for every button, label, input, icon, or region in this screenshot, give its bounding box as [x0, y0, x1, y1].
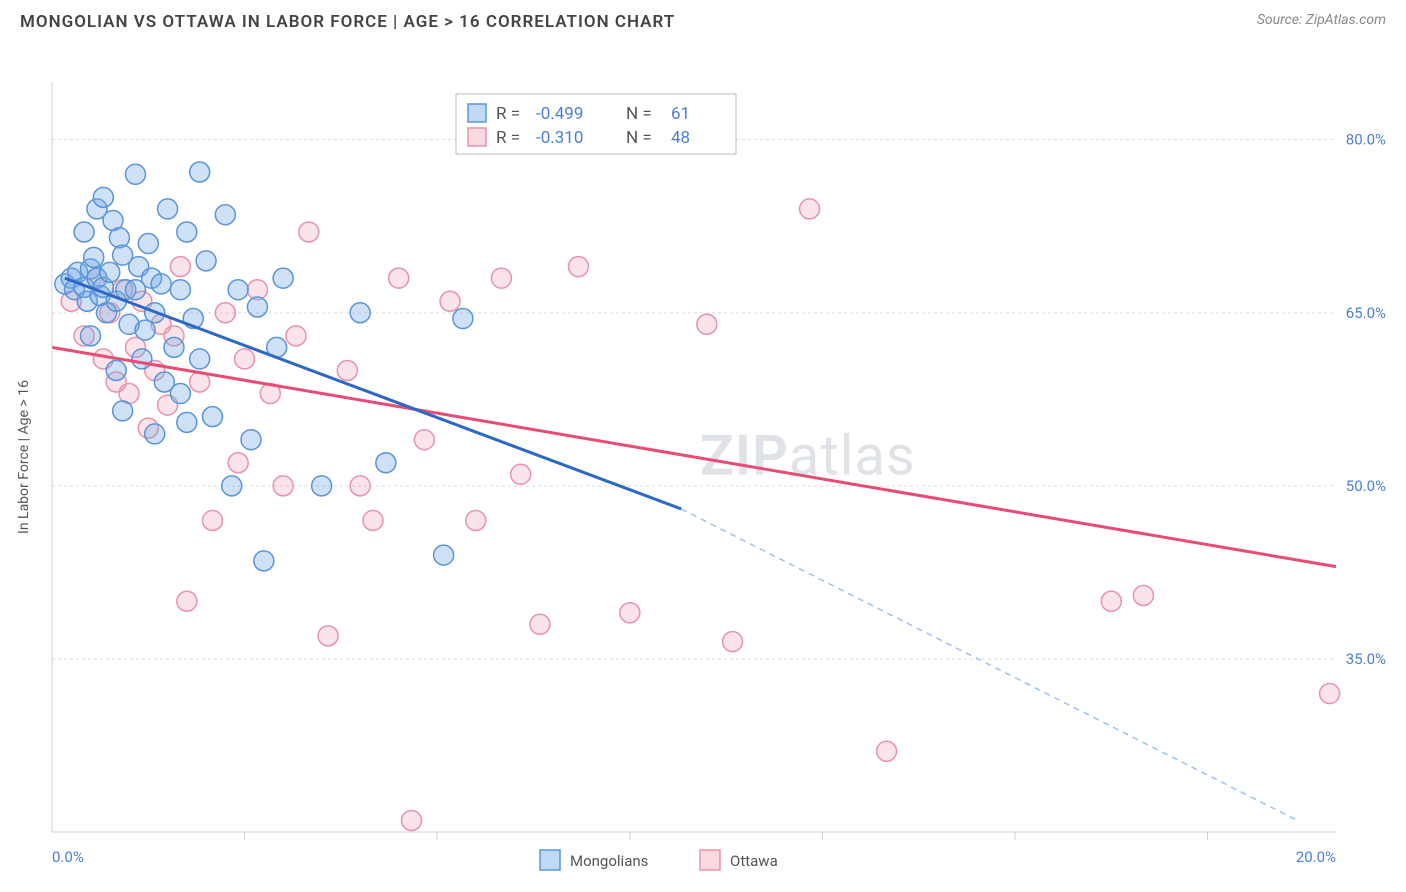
- data-point-mongolian: [177, 412, 197, 432]
- data-point-mongolian: [228, 280, 248, 300]
- data-point-ottawa: [491, 268, 511, 288]
- chart-title: MONGOLIAN VS OTTAWA IN LABOR FORCE | AGE…: [20, 12, 675, 32]
- x-axis-label-min: 0.0%: [52, 848, 84, 866]
- data-point-ottawa: [440, 291, 460, 311]
- data-point-mongolian: [125, 164, 145, 184]
- legend-r-mongolian: -0.499: [536, 104, 583, 124]
- data-point-mongolian: [158, 199, 178, 219]
- data-point-mongolian: [350, 303, 370, 323]
- data-point-ottawa: [402, 810, 422, 830]
- data-point-ottawa: [203, 510, 223, 530]
- legend-bottom-swatch-mongolian: [540, 850, 560, 870]
- data-point-mongolian: [100, 262, 120, 282]
- data-point-ottawa: [620, 603, 640, 623]
- data-point-mongolian: [84, 247, 104, 267]
- data-point-ottawa: [1320, 684, 1340, 704]
- legend-r-label: R =: [496, 128, 520, 148]
- data-point-ottawa: [697, 314, 717, 334]
- data-point-mongolian: [145, 424, 165, 444]
- legend-r-label: R =: [496, 104, 520, 124]
- data-point-ottawa: [530, 614, 550, 634]
- legend-bottom-mongolian: Mongolians: [570, 852, 648, 870]
- data-point-ottawa: [235, 349, 255, 369]
- data-point-ottawa: [363, 510, 383, 530]
- data-point-mongolian: [222, 476, 242, 496]
- data-point-mongolian: [196, 251, 216, 271]
- y-axis-title: In Labor Force | Age > 16: [16, 380, 32, 534]
- y-axis-label: 35.0%: [1346, 650, 1386, 668]
- data-point-mongolian: [203, 407, 223, 427]
- data-point-ottawa: [511, 464, 531, 484]
- data-point-ottawa: [800, 199, 820, 219]
- watermark: ZIPatlas: [700, 422, 916, 488]
- data-point-ottawa: [877, 741, 897, 761]
- legend-bottom-ottawa: Ottawa: [730, 852, 778, 870]
- data-point-ottawa: [286, 326, 306, 346]
- data-point-mongolian: [109, 228, 129, 248]
- legend-r-ottawa: -0.310: [536, 128, 583, 148]
- data-point-mongolian: [113, 401, 133, 421]
- data-point-ottawa: [177, 591, 197, 611]
- data-point-mongolian: [453, 309, 473, 329]
- y-axis-label: 65.0%: [1346, 304, 1386, 322]
- legend-n-mongolian: 61: [671, 104, 690, 124]
- legend-n-label: N =: [626, 104, 652, 124]
- data-point-mongolian: [215, 205, 235, 225]
- legend-n-ottawa: 48: [671, 128, 690, 148]
- data-point-mongolian: [170, 384, 190, 404]
- data-point-mongolian: [434, 545, 454, 565]
- source-attribution: Source: ZipAtlas.com: [1257, 12, 1386, 28]
- data-point-mongolian: [190, 162, 210, 182]
- data-point-ottawa: [389, 268, 409, 288]
- data-point-ottawa: [273, 476, 293, 496]
- data-point-mongolian: [93, 187, 113, 207]
- scatter-chart: ZIPatlas 0.0% 20.0% 35.0% 50.0% 65.0% 80.0% In …: [0, 32, 1406, 882]
- data-point-ottawa: [215, 303, 235, 323]
- data-point-ottawa: [299, 222, 319, 242]
- data-point-ottawa: [350, 476, 370, 496]
- data-point-mongolian: [247, 297, 267, 317]
- data-point-mongolian: [190, 349, 210, 369]
- legend-bottom-swatch-ottawa: [700, 850, 720, 870]
- y-axis-label: 80.0%: [1346, 131, 1386, 149]
- trendline-mongolian-extrapolated: [681, 509, 1297, 821]
- data-point-ottawa: [568, 257, 588, 277]
- x-axis-label-max: 20.0%: [1296, 848, 1336, 866]
- legend-swatch-ottawa: [468, 128, 486, 146]
- data-point-ottawa: [414, 430, 434, 450]
- data-point-mongolian: [81, 326, 101, 346]
- data-point-mongolian: [138, 234, 158, 254]
- data-point-ottawa: [318, 626, 338, 646]
- data-point-mongolian: [254, 551, 274, 571]
- y-axis-label: 50.0%: [1346, 477, 1386, 495]
- data-point-mongolian: [312, 476, 332, 496]
- data-point-mongolian: [74, 222, 94, 242]
- data-point-mongolian: [241, 430, 261, 450]
- data-point-ottawa: [228, 453, 248, 473]
- legend-n-label: N =: [626, 128, 652, 148]
- data-point-ottawa: [1133, 585, 1153, 605]
- legend-swatch-mongolian: [468, 104, 486, 122]
- data-point-ottawa: [170, 257, 190, 277]
- data-point-mongolian: [177, 222, 197, 242]
- data-point-mongolian: [106, 360, 126, 380]
- data-point-ottawa: [723, 632, 743, 652]
- data-point-ottawa: [466, 510, 486, 530]
- data-point-mongolian: [376, 453, 396, 473]
- data-point-mongolian: [151, 274, 171, 294]
- data-point-ottawa: [1101, 591, 1121, 611]
- data-point-ottawa: [337, 360, 357, 380]
- data-point-mongolian: [273, 268, 293, 288]
- data-point-mongolian: [170, 280, 190, 300]
- data-point-mongolian: [132, 349, 152, 369]
- data-point-mongolian: [164, 337, 184, 357]
